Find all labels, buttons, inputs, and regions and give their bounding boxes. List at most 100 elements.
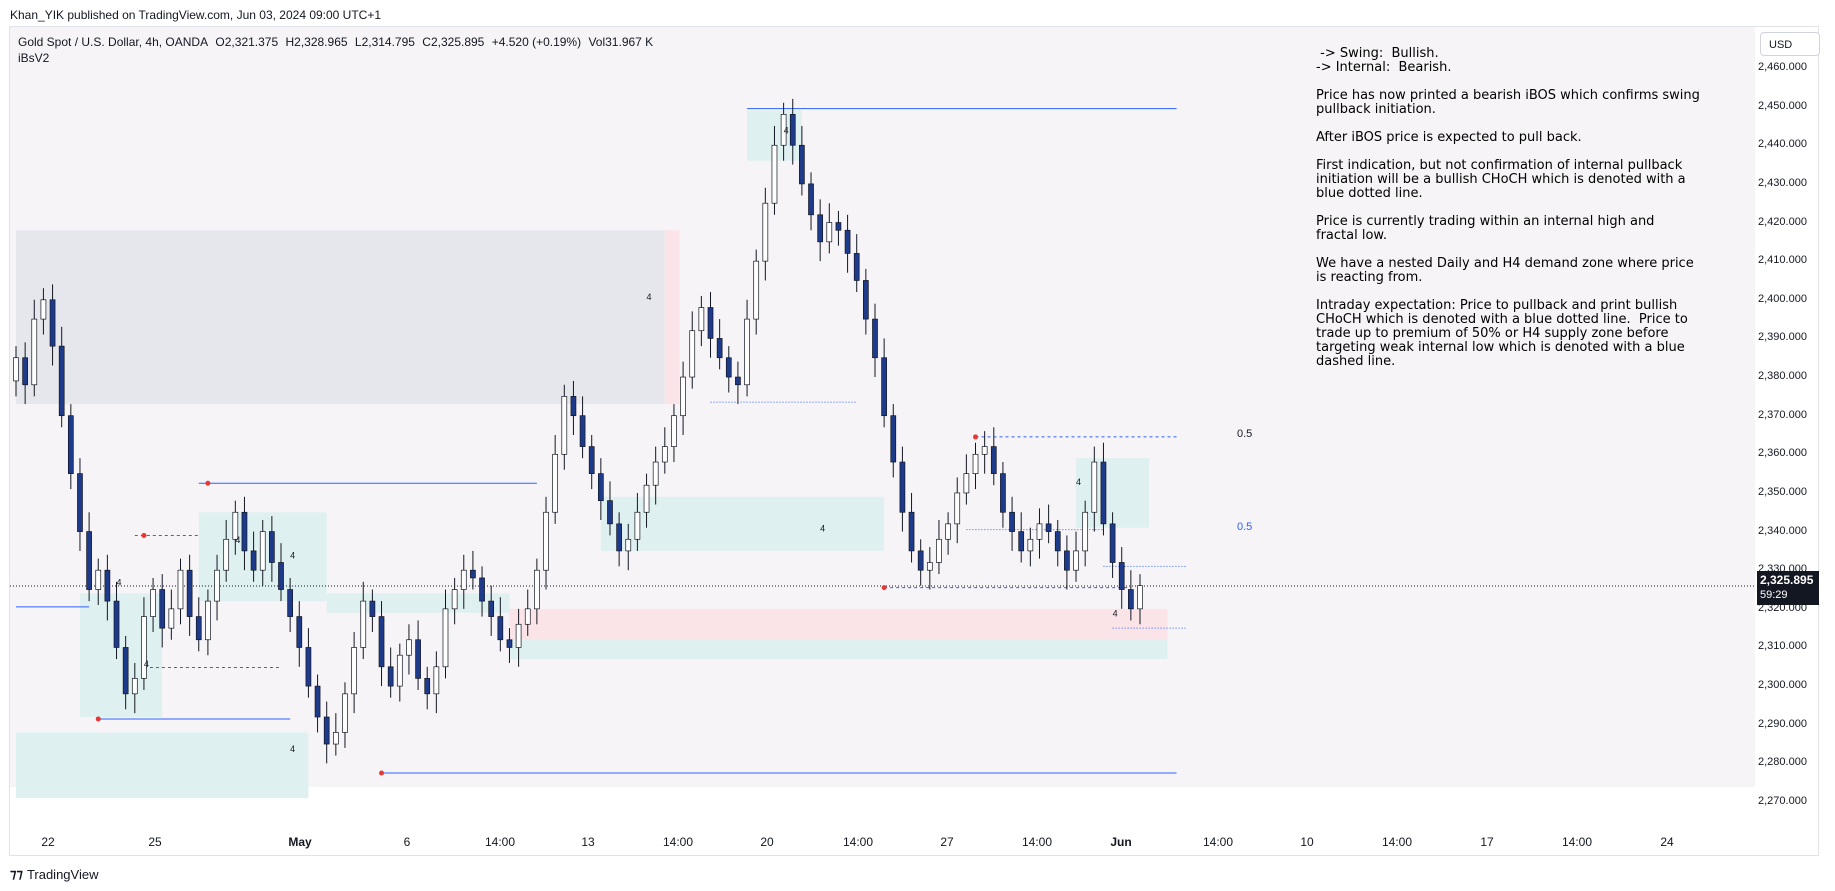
candle-body	[643, 484, 650, 513]
price-tick-label: 2,420.000	[1758, 215, 1807, 228]
indicator-name[interactable]: iBsV2	[18, 51, 50, 65]
candle-body	[981, 446, 988, 455]
pivot-point	[379, 770, 385, 776]
candle-body	[305, 647, 312, 687]
note-line	[1316, 285, 1736, 299]
candle-body	[543, 511, 549, 571]
candle-body	[863, 280, 869, 320]
candle-body	[534, 569, 540, 610]
candle-body	[899, 461, 906, 513]
candle-body	[506, 639, 513, 648]
currency-button[interactable]: USD	[1760, 32, 1820, 56]
candle-body	[762, 202, 769, 262]
note-line: initiation will be a bullish CHoCH which…	[1316, 172, 1686, 187]
candle-body	[278, 562, 284, 590]
candle-body	[131, 678, 138, 695]
price-tick-label: 2,300.000	[1758, 679, 1807, 692]
candle-body	[588, 446, 595, 474]
note-line: Price has now printed a bearish iBOS whi…	[1316, 88, 1700, 103]
note-line: blue dotted line.	[1316, 186, 1423, 201]
note-line: We have a nested Daily and H4 demand zon…	[1316, 256, 1694, 271]
price-tick-label: 2,440.000	[1758, 138, 1807, 151]
pivot-point	[973, 434, 979, 440]
note-line	[1316, 145, 1736, 159]
candle-body	[13, 357, 19, 382]
time-tick-label: Jun	[1110, 835, 1132, 849]
demand-zone	[600, 496, 885, 551]
note-line: First indication, but not confirmation o…	[1316, 158, 1683, 173]
candle-body	[49, 299, 56, 347]
candle-body	[415, 639, 421, 679]
demand-zone	[16, 732, 309, 799]
candle-body	[881, 357, 887, 417]
candle-body	[314, 685, 321, 718]
candle-body	[387, 666, 394, 687]
candle-body	[122, 647, 129, 695]
zone-timeframe-label: 4	[1113, 609, 1118, 619]
symbol-low: L2,314.795	[354, 35, 415, 49]
bar-countdown: 59:29	[1760, 589, 1788, 601]
current-price-tag: 2,325.895 59:29	[1757, 571, 1819, 605]
candle-body	[1036, 523, 1043, 540]
candle-body	[250, 550, 257, 571]
candle-body	[451, 589, 458, 610]
time-tick-label: 27	[940, 835, 954, 849]
candle-body	[1109, 523, 1116, 563]
candle-body	[926, 562, 933, 571]
chart-canvas[interactable]: 4 4 4 4 4 4 4 4 4 4	[10, 27, 1755, 827]
time-tick-label: 20	[760, 835, 774, 849]
candle-body	[259, 531, 266, 571]
price-tick-label: 2,380.000	[1758, 370, 1807, 383]
brand-text: TradingView	[26, 866, 99, 882]
candle-body	[972, 453, 979, 474]
candle-body	[808, 183, 814, 216]
candle-body	[1073, 550, 1079, 571]
candle-body	[442, 608, 449, 668]
candle-body	[652, 461, 659, 486]
candle-body	[963, 473, 970, 494]
candle-body	[515, 623, 522, 648]
candle-body	[1000, 473, 1006, 513]
candle-body	[780, 114, 787, 146]
candle-body	[1054, 531, 1061, 552]
candle-body	[269, 531, 275, 563]
symbol-name[interactable]: Gold Spot / U.S. Dollar, 4h, OANDA	[18, 35, 209, 49]
candle-body	[872, 318, 878, 359]
note-line: After iBOS price is expected to pull bac…	[1316, 130, 1582, 145]
candle-body	[141, 616, 147, 679]
pivot-point	[141, 532, 147, 538]
candle-body	[625, 538, 632, 552]
time-tick-label: May	[288, 835, 312, 849]
pivot-point	[95, 716, 101, 722]
zone-timeframe-label: 4	[117, 578, 122, 588]
price-tick-label: 2,450.000	[1758, 99, 1807, 112]
candle-body	[844, 229, 851, 254]
candle-body	[753, 260, 760, 320]
note-line: targeting weak internal low which is den…	[1316, 340, 1685, 355]
candle-body	[460, 569, 467, 590]
h4-demand-zone	[509, 639, 1168, 660]
note-line: CHoCH which is denoted with a blue dotte…	[1316, 312, 1688, 327]
candle-body	[424, 678, 431, 695]
symbol-close: C2,325.895	[422, 35, 485, 49]
candle-body	[1018, 531, 1025, 552]
candle-body	[378, 616, 385, 668]
time-tick-label: 6	[403, 835, 411, 849]
time-tick-label: 14:00	[1561, 835, 1593, 849]
candle-body	[369, 600, 376, 617]
time-tick-label: 14:00	[662, 835, 694, 849]
note-line: Intraday expectation: Price to pullback …	[1316, 298, 1678, 313]
candle-body	[789, 114, 796, 146]
candle-body	[680, 376, 686, 417]
candle-body	[150, 589, 156, 617]
candle-body	[826, 222, 833, 243]
price-tick-label: 2,350.000	[1758, 485, 1807, 498]
candle-body	[1100, 461, 1107, 525]
fib-level-label: 0.5	[1237, 428, 1253, 440]
symbol-open: O2,321.375	[215, 35, 279, 49]
candle-body	[945, 523, 951, 540]
candle-body	[159, 589, 166, 629]
candle-body	[634, 511, 641, 540]
candle-body	[113, 600, 120, 648]
candle-body	[332, 732, 339, 745]
